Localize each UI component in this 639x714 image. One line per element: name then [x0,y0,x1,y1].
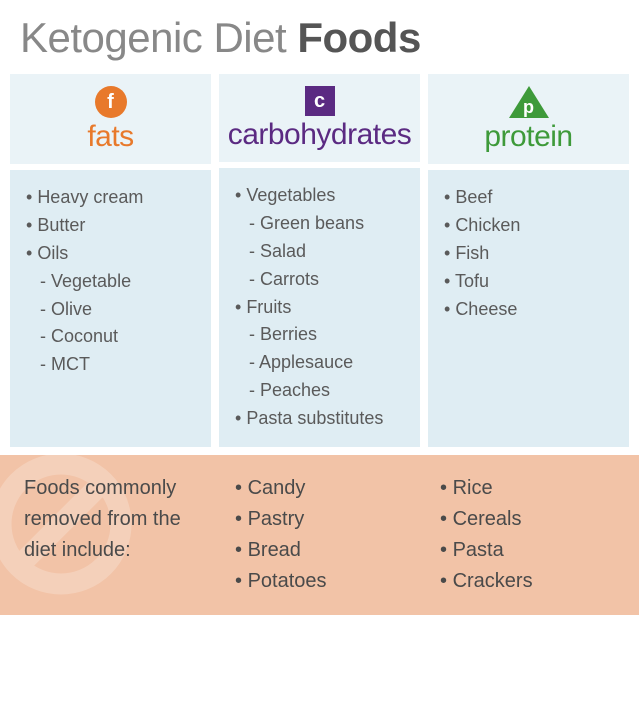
removed-item: Candy [235,473,424,504]
removed-item: Potatoes [235,566,424,597]
removed-item: Rice [440,473,629,504]
list-item: Tofu [444,268,619,296]
category-protein: pproteinBeefChickenFishTofuCheese [428,74,629,447]
list-item: Oils [26,240,201,268]
fats-icon: f [10,86,211,118]
categories-row: ffatsHeavy creamButterOilsVegetableOlive… [0,74,639,447]
list-subitem: Carrots [235,266,410,294]
list-subitem: Peaches [235,377,410,405]
removed-col-2: RiceCerealsPastaCrackers [424,473,629,597]
list-item: Heavy cream [26,184,201,212]
list-item: Fish [444,240,619,268]
category-label-fats: fats [10,120,211,154]
carbs-icon: c [219,86,420,116]
removed-item: Bread [235,535,424,566]
category-body-carbs: VegetablesGreen beansSaladCarrotsFruitsB… [219,168,420,447]
category-header-protein: pprotein [428,74,629,164]
list-item: Butter [26,212,201,240]
list-item: Beef [444,184,619,212]
removed-item: Cereals [440,504,629,535]
list-subitem: Coconut [26,323,201,351]
title-light: Ketogenic Diet [20,14,297,61]
list-subitem: Salad [235,238,410,266]
list-item: Fruits [235,294,410,322]
category-label-protein: protein [428,120,629,154]
list-item: Vegetables [235,182,410,210]
category-label-carbs: carbohydrates [219,118,420,152]
title-bold: Foods [297,14,420,61]
infographic-container: Ketogenic Diet Foods ffatsHeavy creamBut… [0,0,639,714]
list-item: Cheese [444,296,619,324]
protein-icon: p [428,86,629,118]
category-body-fats: Heavy creamButterOilsVegetableOliveCocon… [10,170,211,447]
list-subitem: MCT [26,351,201,379]
removed-item: Pasta [440,535,629,566]
category-header-carbs: ccarbohydrates [219,74,420,162]
list-subitem: Applesauce [235,349,410,377]
category-carbs: ccarbohydratesVegetablesGreen beansSalad… [219,74,420,447]
list-subitem: Olive [26,296,201,324]
removed-lead: Foods commonly removed from the diet inc… [10,473,219,597]
category-header-fats: ffats [10,74,211,164]
removed-item: Pastry [235,504,424,535]
category-body-protein: BeefChickenFishTofuCheese [428,170,629,447]
list-subitem: Berries [235,321,410,349]
list-item: Chicken [444,212,619,240]
list-subitem: Green beans [235,210,410,238]
removed-item: Crackers [440,566,629,597]
page-title: Ketogenic Diet Foods [0,0,639,74]
list-item: Pasta substitutes [235,405,410,433]
category-fats: ffatsHeavy creamButterOilsVegetableOlive… [10,74,211,447]
removed-section: Foods commonly removed from the diet inc… [0,455,639,615]
list-subitem: Vegetable [26,268,201,296]
removed-col-1: CandyPastryBreadPotatoes [219,473,424,597]
